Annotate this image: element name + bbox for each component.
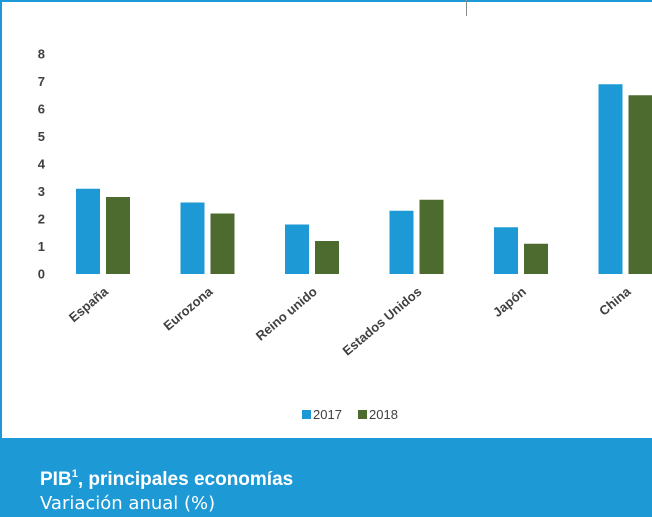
legend: 2017 2018 [302, 407, 398, 422]
bar-2018 [106, 197, 130, 274]
x-tick-label: Eurozona [160, 283, 216, 333]
y-tick-label: 5 [38, 129, 45, 144]
x-tick-label: Reino unido [253, 284, 320, 344]
title-main: PIB [40, 469, 72, 490]
bar-2018 [419, 199, 444, 274]
bar-2017 [180, 202, 205, 274]
top-divider-tick [466, 0, 467, 16]
bar-2017 [285, 224, 309, 274]
x-tick-label: España [66, 283, 112, 325]
bar-2018 [628, 95, 652, 274]
bar-2018 [524, 243, 548, 274]
legend-swatch-2017 [302, 410, 311, 419]
bars [76, 84, 652, 274]
x-tick-label: China [596, 283, 634, 318]
chart-subtitle: Variación anual (%) [40, 493, 216, 514]
y-tick-label: 0 [38, 267, 45, 282]
bar-2018 [210, 213, 235, 274]
x-tick-label: Japón [490, 284, 529, 320]
y-axis: 0 1 2 3 4 5 6 7 8 [38, 47, 46, 282]
bar-2017 [494, 227, 518, 274]
y-tick-label: 1 [38, 239, 45, 254]
bar-2017 [389, 210, 414, 274]
y-tick-label: 7 [38, 74, 45, 89]
y-tick-label: 4 [38, 157, 46, 172]
x-tick-label: Estados Unidos [340, 284, 425, 359]
bar-2018 [315, 241, 339, 274]
y-tick-label: 6 [38, 102, 45, 117]
caption-panel: PIB1, principales economías Variación an… [0, 438, 652, 517]
y-tick-label: 3 [38, 184, 45, 199]
y-tick-label: 8 [38, 47, 45, 62]
title-footnote-mark: 1 [71, 468, 78, 480]
chart-title: PIB1, principales economías [40, 462, 652, 492]
x-axis: España Eurozona Reino unido Estados Unidos J… [66, 283, 634, 358]
legend-swatch-2018 [358, 410, 367, 419]
legend-label: 2018 [369, 407, 398, 422]
bar-2017 [598, 84, 623, 274]
legend-label: 2017 [313, 407, 342, 422]
y-tick-label: 2 [38, 212, 45, 227]
bar-2017 [76, 188, 100, 274]
bar-chart: 0 1 2 3 4 5 6 7 8 España Eurozona Reino unido Estad… [38, 47, 652, 422]
title-rest: , principales economías [77, 469, 294, 490]
